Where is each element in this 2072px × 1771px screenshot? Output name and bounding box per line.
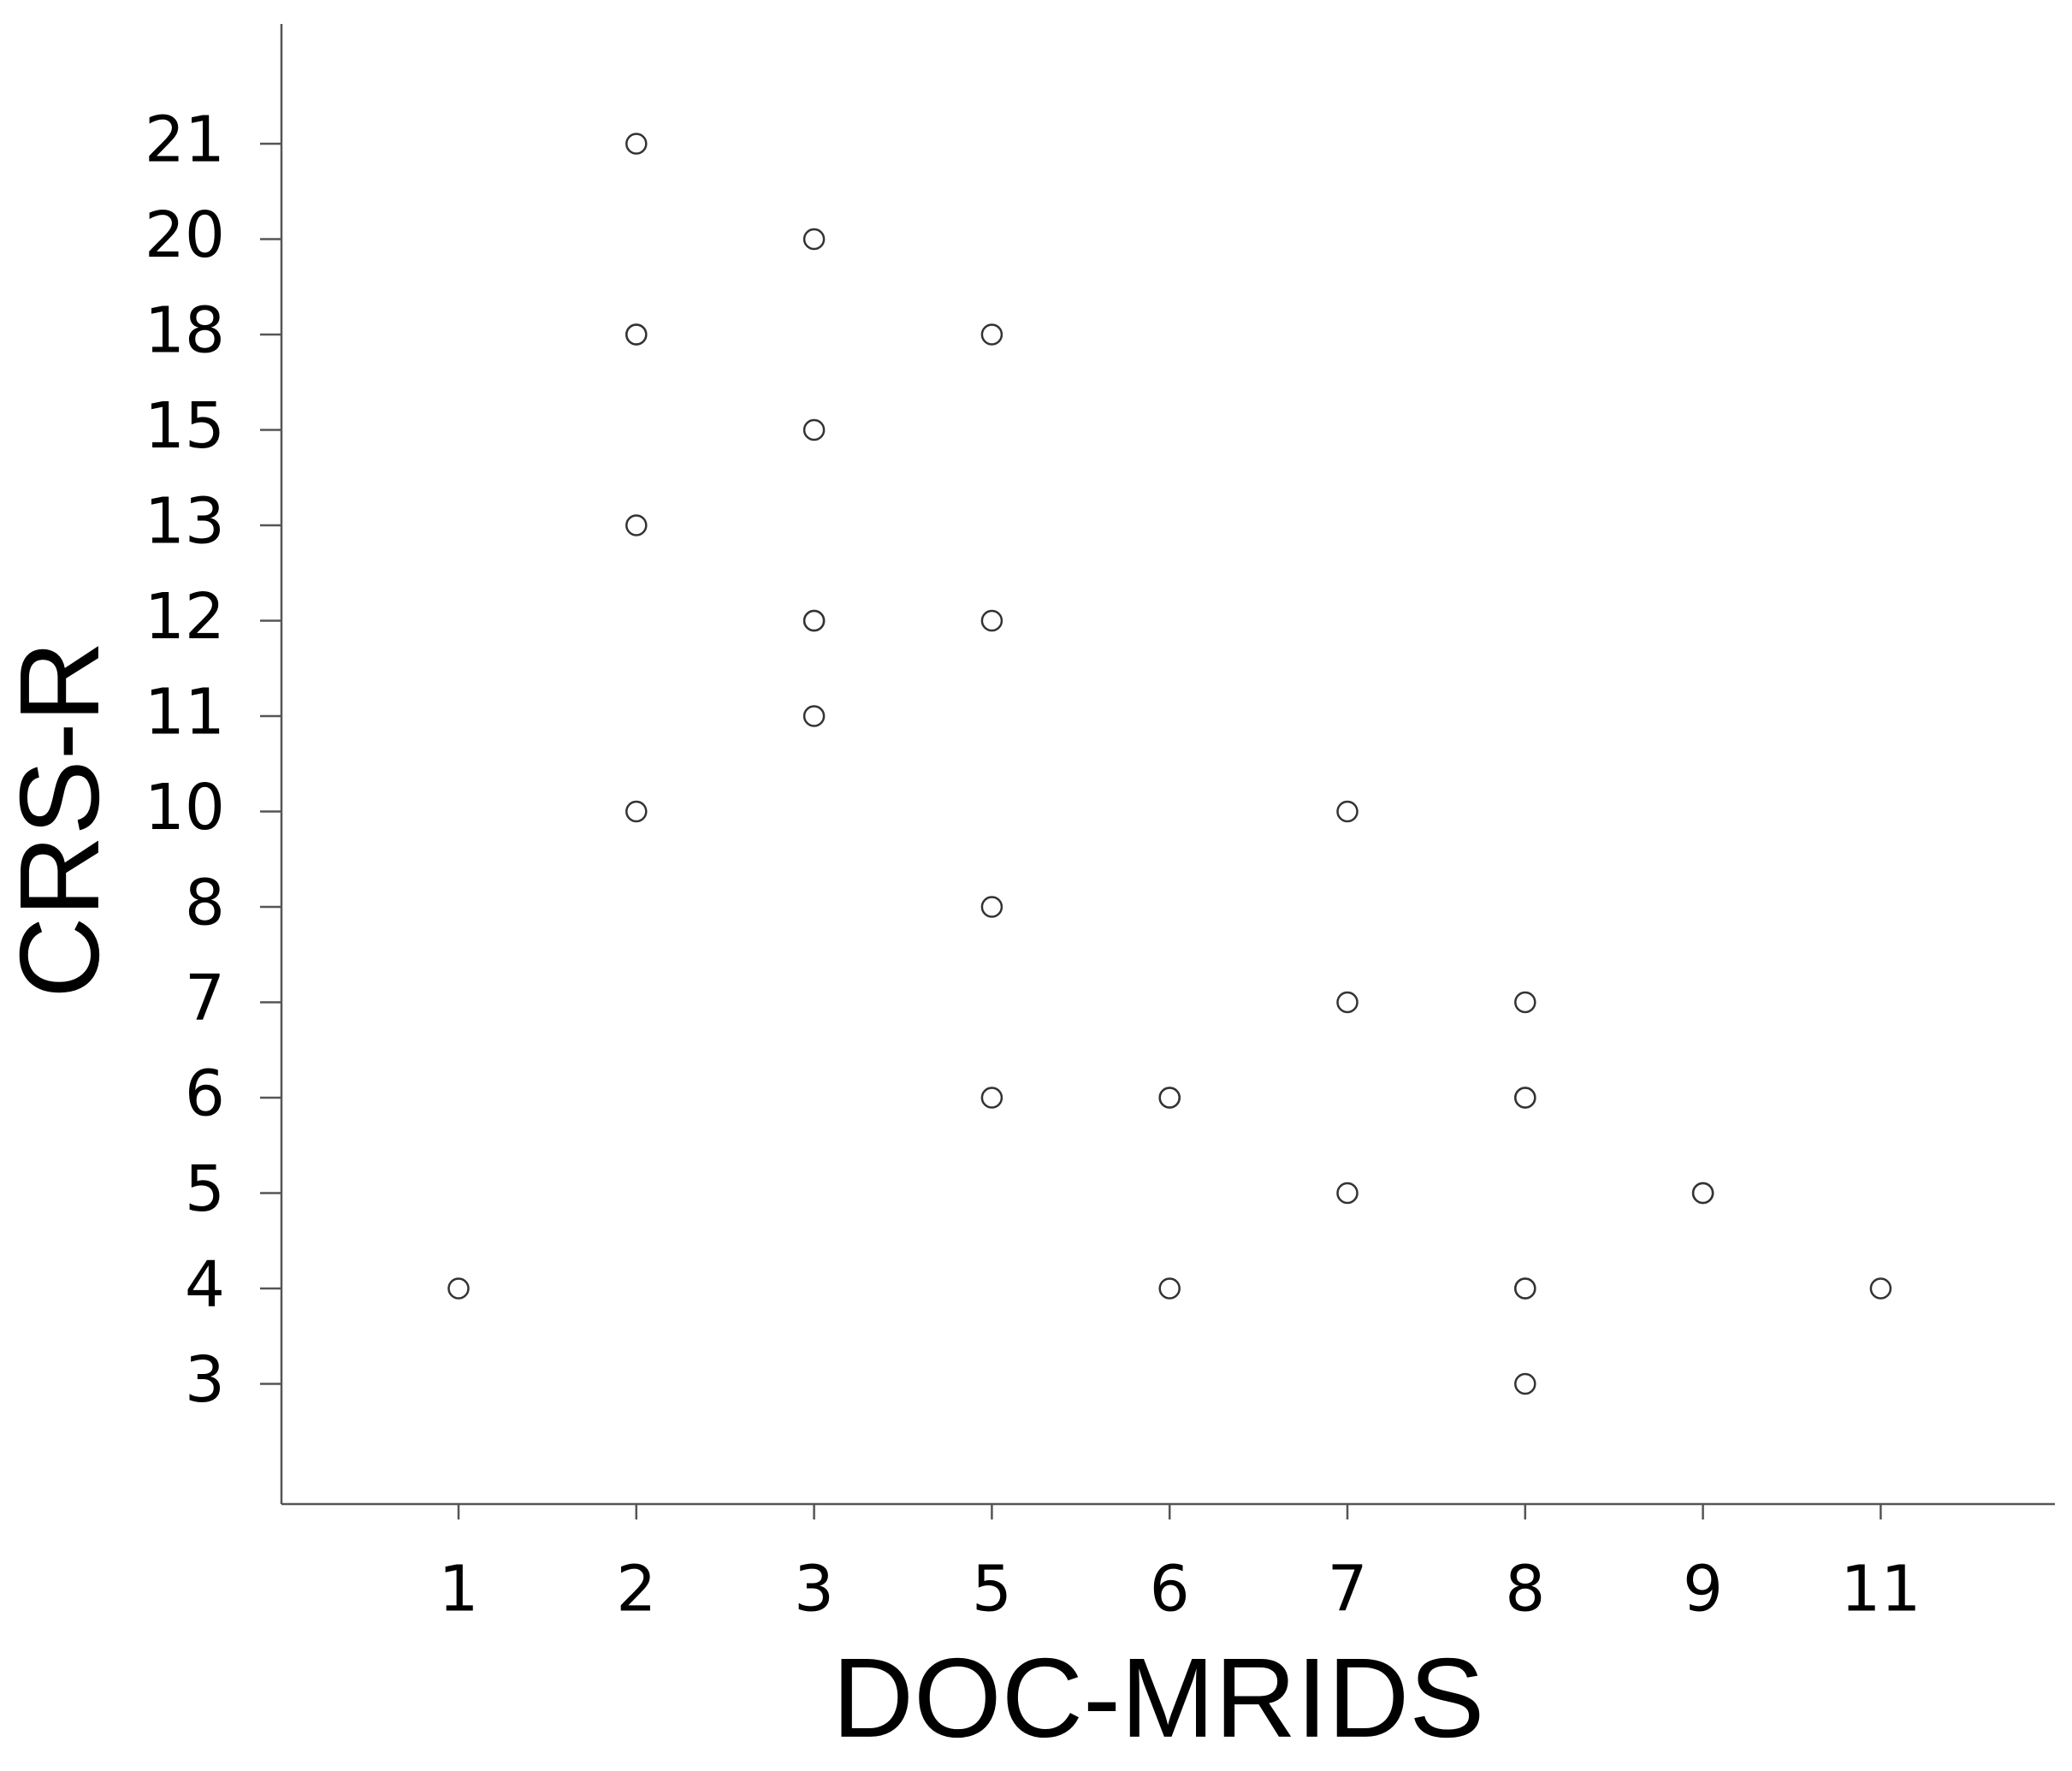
x-tick-label: 11: [1840, 1553, 1921, 1626]
x-tick-label: 1: [438, 1553, 478, 1626]
point: [625, 800, 648, 823]
y-tick-label: 20: [145, 198, 225, 272]
x-tick-label: 9: [1683, 1553, 1723, 1626]
y-tick-label: 21: [145, 104, 225, 177]
point: [1869, 1277, 1892, 1300]
x-tick-label: 6: [1150, 1553, 1190, 1626]
y-tick-label: 4: [185, 1248, 225, 1322]
y-tick-label: 13: [145, 485, 225, 559]
x-tick-label: 5: [972, 1553, 1012, 1626]
point: [1336, 800, 1359, 823]
point: [447, 1277, 470, 1300]
point: [802, 609, 826, 632]
point: [1336, 1182, 1359, 1205]
point: [1514, 1372, 1536, 1395]
x-tick-label: 8: [1505, 1553, 1545, 1626]
x-tick-label: 2: [616, 1553, 656, 1626]
y-tick-label: 8: [185, 867, 225, 940]
x-axis-title: DOC-MRIDS: [832, 1635, 1485, 1761]
point: [625, 514, 648, 536]
point: [1514, 1277, 1536, 1300]
point: [980, 323, 1003, 346]
y-tick-label: 3: [185, 1343, 225, 1417]
point: [625, 133, 648, 155]
y-tick-label: 11: [145, 676, 225, 749]
y-axis-title: CRS-R: [0, 641, 122, 998]
point: [980, 896, 1003, 918]
point: [1514, 1087, 1536, 1109]
point: [1691, 1182, 1714, 1205]
point: [980, 609, 1003, 632]
y-tick-label: 18: [145, 294, 225, 368]
point: [980, 1087, 1003, 1109]
x-tick-label: 3: [794, 1553, 834, 1626]
point: [1336, 991, 1359, 1014]
x-tick-label: 7: [1327, 1553, 1367, 1626]
point: [625, 323, 648, 346]
y-tick-label: 12: [145, 580, 225, 654]
point: [802, 228, 826, 251]
point: [1514, 991, 1536, 1014]
y-tick-label: 10: [145, 771, 225, 844]
y-tick-label: 7: [185, 962, 225, 1035]
point: [1158, 1087, 1181, 1109]
y-tick-label: 6: [185, 1057, 225, 1131]
y-tick-label: 5: [185, 1152, 225, 1226]
point: [802, 705, 826, 727]
point: [802, 418, 826, 441]
point: [1158, 1277, 1181, 1300]
y-tick-label: 15: [145, 389, 225, 463]
